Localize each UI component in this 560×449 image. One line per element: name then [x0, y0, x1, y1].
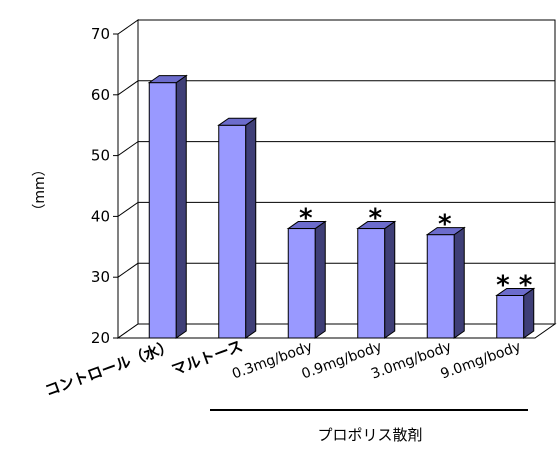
gridline-side: [117, 141, 139, 157]
y-axis-label: （mm）: [32, 162, 48, 217]
y-tick-label: 50: [91, 147, 110, 165]
significance-marks: * * * * *: [299, 204, 533, 301]
bar-top: [356, 221, 397, 230]
gridline-side: [117, 80, 139, 96]
back-wall: [137, 19, 556, 325]
bar-top: [217, 117, 258, 126]
bar-top: [286, 221, 327, 230]
significance-mark: *: [368, 204, 382, 234]
bar-side: [245, 117, 257, 339]
gridline-side: [117, 201, 139, 217]
significance-mark: * *: [496, 270, 533, 300]
bar: [148, 82, 177, 339]
bar: [218, 124, 247, 339]
bar-top: [495, 287, 536, 296]
bar-side: [175, 74, 187, 339]
bars: [147, 74, 536, 339]
y-tick-labels: 20 30 40 50 60 70: [91, 25, 110, 347]
bar: [287, 228, 316, 339]
x-tick-label: 9.0mg/body: [439, 339, 524, 383]
bar-side: [314, 220, 326, 339]
y-tick-label: 60: [91, 86, 110, 104]
bar: [496, 294, 525, 339]
bar-side: [384, 220, 396, 339]
plot-walls: [116, 19, 557, 339]
bar: [426, 234, 455, 339]
y-tick-label: 70: [91, 25, 110, 43]
y-tick-label: 30: [91, 268, 110, 286]
bar: [357, 228, 386, 339]
bar-top: [147, 75, 188, 84]
bar-top: [425, 227, 466, 236]
y-tick-label: 20: [91, 329, 110, 347]
bar-side: [453, 226, 465, 339]
group-label: プロポリス散剤: [317, 426, 422, 444]
significance-mark: *: [438, 210, 452, 240]
gridlines: [113, 33, 555, 339]
side-wall: [117, 19, 139, 339]
gridline-side: [117, 262, 139, 278]
y-tick-label: 40: [91, 207, 110, 225]
x-tick-labels: コントロール（水）マルトース0.3mg/body0.9mg/body3.0mg/…: [43, 337, 524, 400]
significance-mark: *: [299, 204, 313, 234]
